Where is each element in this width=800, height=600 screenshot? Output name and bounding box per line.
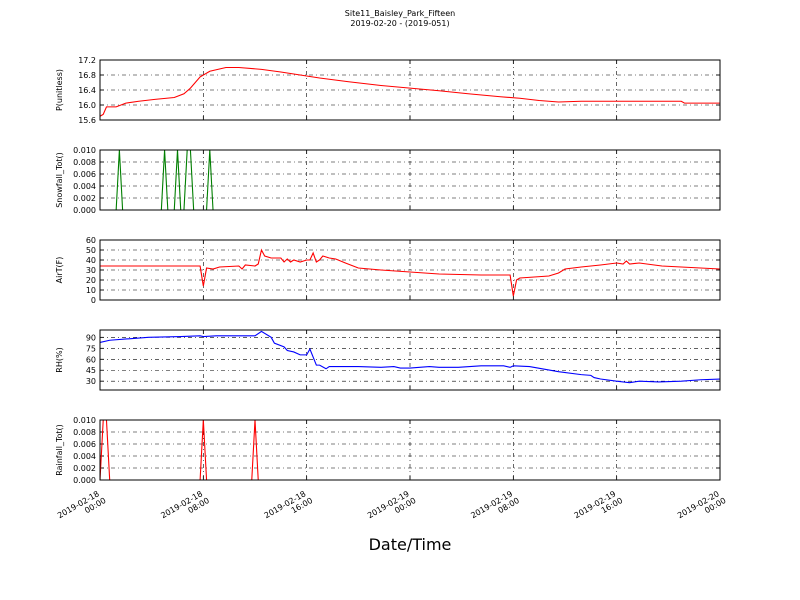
y-tick-label: 50 bbox=[86, 246, 96, 255]
x-tick-label: 2019-02-18 00:00 bbox=[56, 488, 108, 528]
y-axis-label: Snowfall_Tot() bbox=[55, 152, 64, 208]
y-tick-label: 0.006 bbox=[73, 440, 96, 449]
y-tick-label: 0.008 bbox=[73, 428, 96, 437]
data-line bbox=[99, 330, 721, 384]
plot-frame bbox=[99, 419, 721, 481]
chart-subtitle: 2019-02-20 - (2019-051) bbox=[350, 19, 449, 28]
y-tick-label: 0.002 bbox=[73, 464, 96, 473]
y-tick-label: 20 bbox=[86, 276, 96, 285]
x-tick-label: 2019-02-20 00:00 bbox=[676, 488, 728, 528]
data-line bbox=[100, 248, 721, 297]
y-tick-label: 90 bbox=[86, 333, 96, 342]
y-tick-label: 0.004 bbox=[73, 182, 96, 191]
plot-frame bbox=[99, 59, 721, 121]
y-tick-label: 75 bbox=[86, 344, 96, 353]
data-line bbox=[100, 149, 720, 211]
y-tick-label: 16.4 bbox=[78, 86, 96, 95]
plot-frame bbox=[99, 329, 721, 391]
plot-frame bbox=[99, 149, 721, 211]
y-tick-label: 30 bbox=[86, 377, 96, 386]
x-axis-label: Date/Time bbox=[369, 535, 452, 554]
y-axis-label: RH(%) bbox=[55, 347, 64, 372]
y-tick-label: 0.010 bbox=[73, 416, 96, 425]
x-tick-label: 2019-02-18 16:00 bbox=[263, 488, 315, 528]
y-tick-label: 17.2 bbox=[78, 56, 96, 65]
y-tick-label: 30 bbox=[86, 266, 96, 275]
y-tick-label: 16.8 bbox=[78, 71, 96, 80]
y-tick-label: 16.0 bbox=[78, 101, 96, 110]
y-axis-label: Rainfall_Tot() bbox=[55, 424, 64, 476]
x-tick-label: 2019-02-19 00:00 bbox=[366, 488, 418, 528]
y-tick-label: 10 bbox=[86, 286, 96, 295]
chart-title: Site11_Baisley_Park_Fifteen bbox=[345, 9, 455, 18]
y-tick-label: 15.6 bbox=[78, 116, 96, 125]
y-tick-label: 0.000 bbox=[73, 476, 96, 485]
y-axis-label: P(unitless) bbox=[55, 69, 64, 111]
y-tick-label: 0 bbox=[91, 296, 96, 305]
y-tick-label: 0.008 bbox=[73, 158, 96, 167]
y-tick-label: 0.006 bbox=[73, 170, 96, 179]
data-line bbox=[99, 66, 720, 117]
y-axis-label: AirT(F) bbox=[55, 257, 64, 284]
y-tick-label: 0.002 bbox=[73, 194, 96, 203]
x-tick-label: 2019-02-19 16:00 bbox=[573, 488, 625, 528]
x-tick-label: 2019-02-19 08:00 bbox=[469, 488, 521, 528]
y-tick-label: 40 bbox=[86, 256, 96, 265]
y-tick-label: 0.000 bbox=[73, 206, 96, 215]
y-tick-label: 60 bbox=[86, 236, 96, 245]
plot-frame bbox=[99, 239, 721, 301]
y-tick-label: 60 bbox=[86, 355, 96, 364]
x-tick-label: 2019-02-18 08:00 bbox=[159, 488, 211, 528]
y-tick-label: 0.010 bbox=[73, 146, 96, 155]
y-tick-label: 45 bbox=[86, 366, 96, 375]
y-tick-label: 0.004 bbox=[73, 452, 96, 461]
